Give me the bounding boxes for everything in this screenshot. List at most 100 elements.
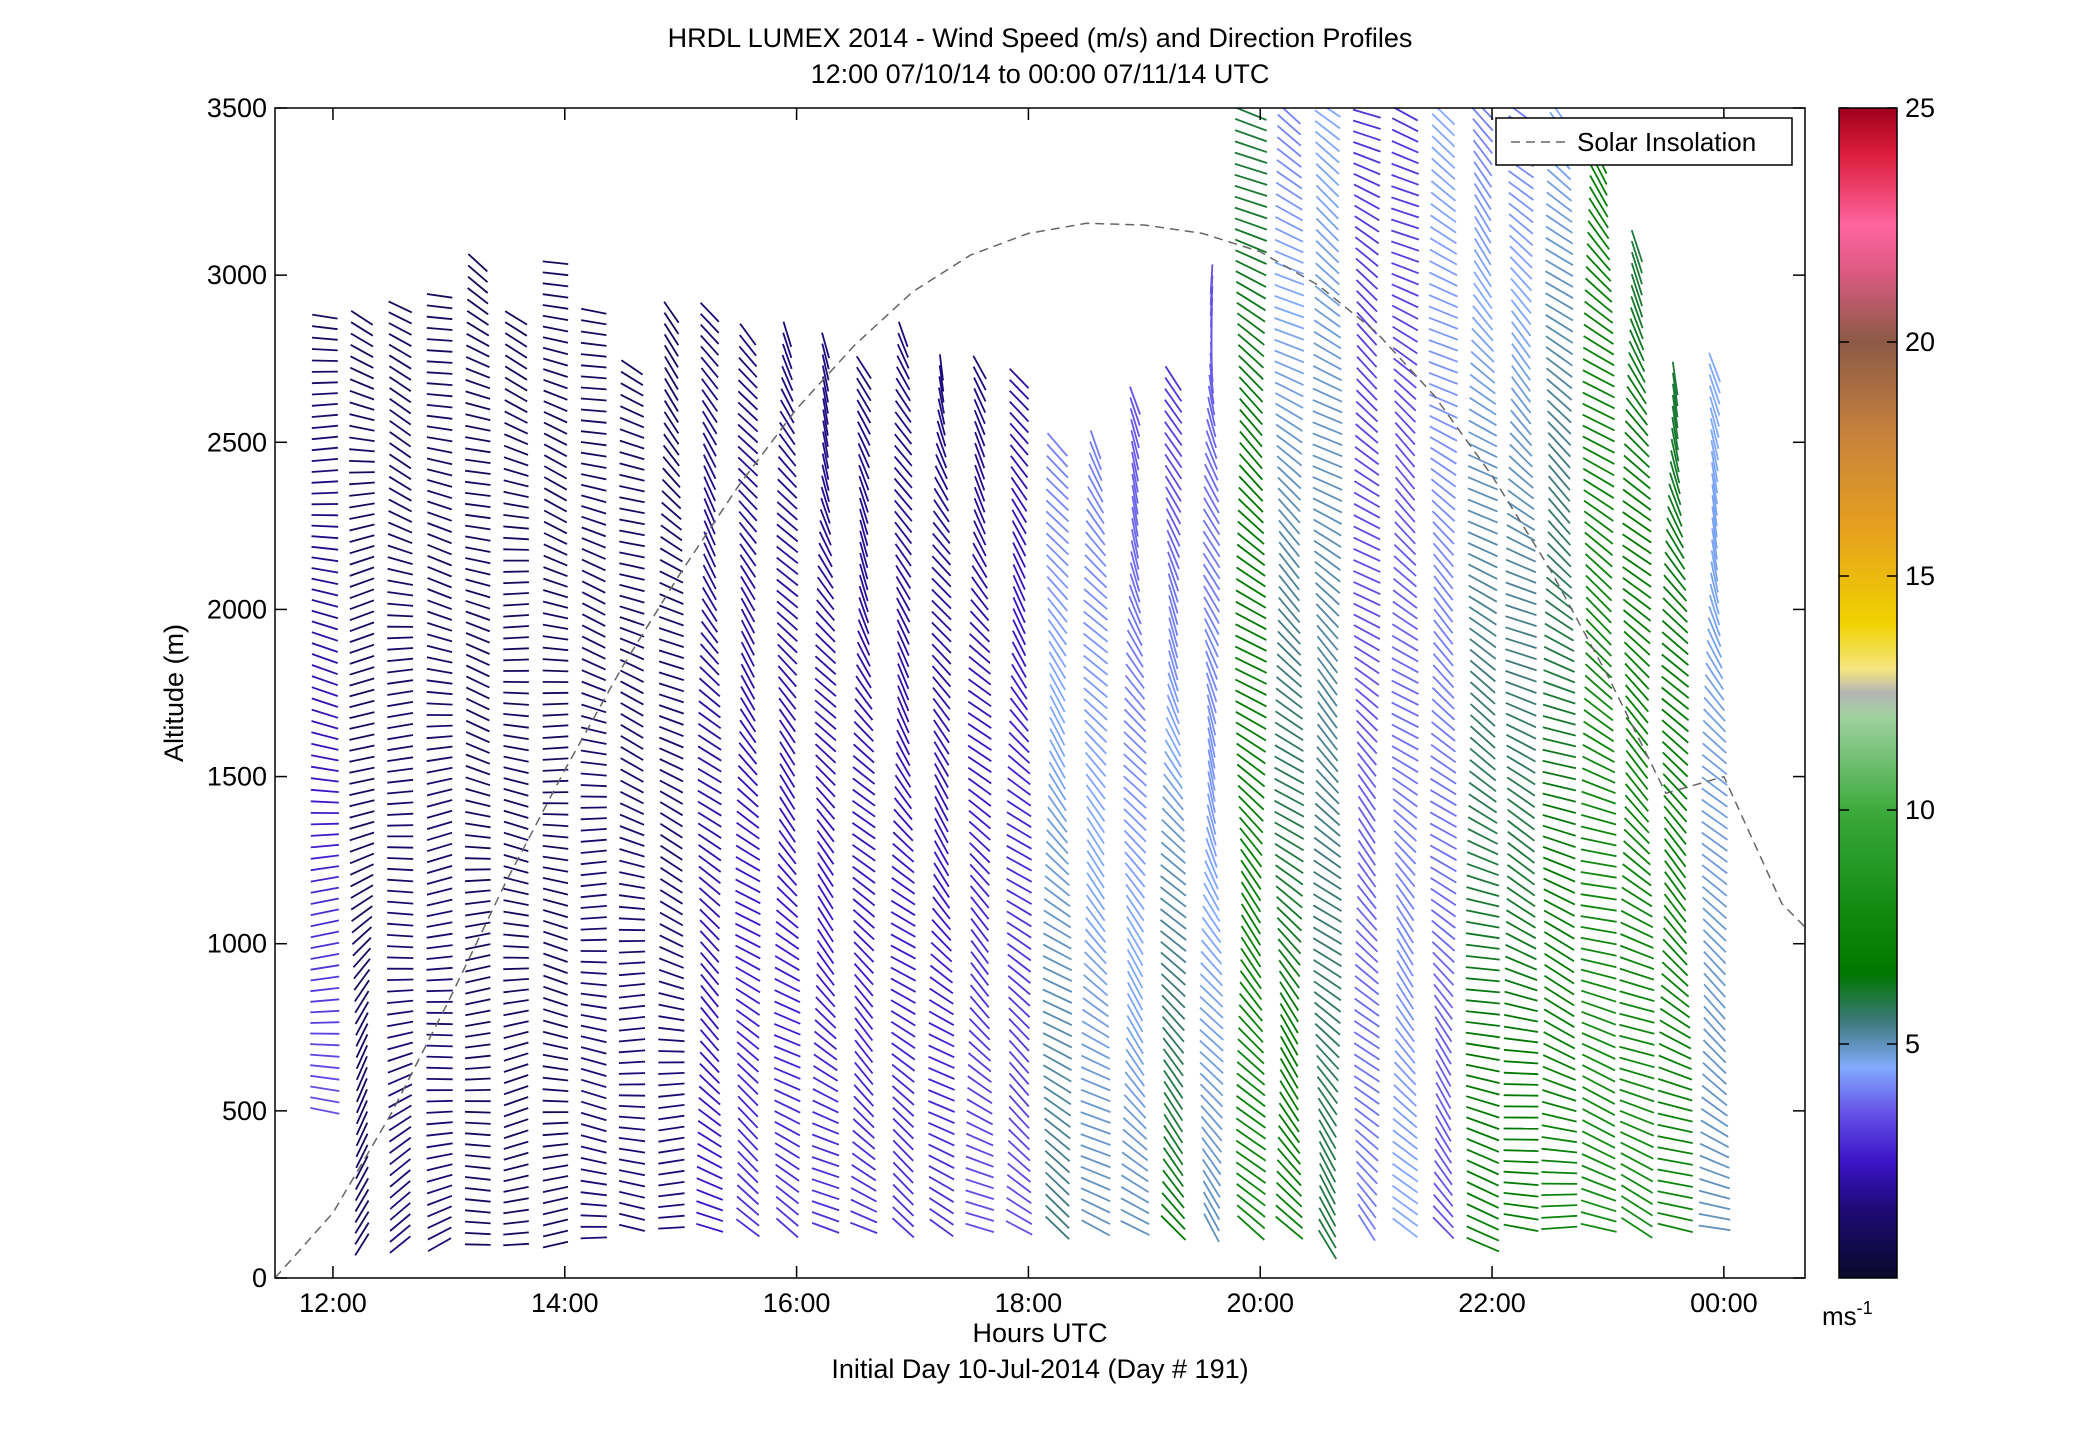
wind-arrow	[1392, 681, 1419, 695]
wind-arrow	[659, 639, 684, 647]
wind-arrow	[1623, 853, 1650, 876]
wind-arrow	[1086, 532, 1106, 556]
wind-arrow	[1161, 842, 1185, 863]
wind-arrow	[660, 879, 682, 893]
wind-arrow	[465, 1123, 491, 1124]
wind-arrow	[665, 390, 678, 412]
wind-arrow	[621, 395, 644, 407]
wind-arrow	[504, 1064, 528, 1072]
wind-arrow	[1275, 361, 1304, 374]
wind-arrow	[816, 777, 835, 797]
wind-arrow	[659, 958, 683, 968]
wind-arrow	[659, 617, 683, 626]
wind-arrow	[735, 935, 760, 948]
wind-arrow	[1504, 1084, 1539, 1085]
wind-arrow	[736, 868, 760, 881]
wind-arrow	[738, 788, 759, 806]
wind-arrow	[504, 866, 529, 873]
wind-arrow	[738, 1151, 758, 1172]
wind-arrow	[1586, 630, 1611, 656]
wind-arrow	[971, 974, 989, 997]
wind-arrow	[969, 811, 991, 829]
wind-arrow	[1474, 162, 1491, 187]
wind-arrow	[504, 492, 529, 497]
wind-arrow	[702, 621, 718, 643]
wind-arrow	[1165, 433, 1182, 457]
wind-arrow	[1203, 553, 1219, 579]
wind-arrow	[350, 667, 375, 675]
wind-arrow	[1124, 798, 1146, 819]
wind-arrow	[1276, 886, 1302, 908]
wind-arrow	[1359, 1215, 1375, 1241]
wind-arrow	[350, 414, 375, 420]
wind-arrow	[1471, 693, 1495, 715]
wind-arrow	[780, 742, 795, 765]
wind-arrow	[1275, 844, 1303, 862]
wind-arrow	[1470, 639, 1496, 659]
wind-arrow	[1432, 103, 1454, 125]
wind-arrow	[736, 879, 761, 892]
wind-arrow	[311, 899, 339, 905]
wind-arrow	[775, 990, 800, 1002]
wind-arrow	[1702, 843, 1728, 862]
wind-arrow	[581, 928, 607, 929]
wind-arrow	[893, 1218, 914, 1237]
wind-arrow	[581, 994, 607, 997]
wind-arrow	[1507, 788, 1534, 807]
wind-arrow	[1081, 1188, 1110, 1201]
wind-arrow	[1277, 654, 1301, 676]
wind-arrow	[665, 378, 678, 400]
wind-arrow	[543, 1133, 569, 1135]
wind-arrow	[1702, 766, 1727, 785]
wind-arrow	[1235, 186, 1267, 196]
wind-arrow	[465, 1011, 490, 1016]
wind-profile	[1658, 362, 1693, 1232]
wind-arrow	[1126, 874, 1145, 899]
wind-arrow	[619, 907, 645, 909]
wind-arrow	[703, 411, 717, 434]
wind-arrow	[619, 918, 645, 919]
wind-arrow	[972, 577, 988, 599]
wind-arrow	[543, 1101, 569, 1102]
wind-arrow	[1622, 1207, 1653, 1227]
wind-arrow	[1468, 543, 1497, 556]
wind-arrow	[1277, 446, 1302, 466]
wind-arrow	[851, 1200, 877, 1212]
wind-arrow	[1316, 185, 1338, 207]
wind-arrow	[312, 415, 338, 417]
wind-arrow	[312, 315, 337, 319]
wind-arrow	[897, 587, 910, 611]
wind-profile	[1391, 107, 1419, 1238]
wind-arrow	[1045, 887, 1071, 906]
wind-arrow	[543, 305, 568, 309]
wind-arrow	[1432, 136, 1455, 158]
wind-arrow	[312, 338, 338, 340]
wind-arrow	[1549, 509, 1571, 534]
wind-arrow	[736, 956, 761, 970]
wind-arrow	[1046, 853, 1069, 875]
wind-arrow	[311, 965, 340, 970]
wind-arrow	[1313, 477, 1342, 490]
wind-arrow	[1509, 456, 1532, 478]
wind-arrow	[350, 833, 374, 841]
wind-arrow	[1086, 774, 1105, 799]
wind-arrow	[780, 720, 795, 743]
wind-arrow	[349, 503, 374, 507]
wind-arrow	[1122, 1152, 1148, 1171]
wind-arrow	[1581, 861, 1617, 867]
wind-arrow	[1276, 688, 1302, 708]
wind-arrow	[857, 356, 871, 378]
wind-arrow	[1008, 755, 1030, 773]
wind-arrow	[735, 924, 760, 937]
wind-arrow	[855, 1051, 873, 1073]
wind-arrow	[389, 312, 412, 323]
wind-arrow	[660, 947, 684, 958]
wind-arrow	[581, 1124, 606, 1131]
wind-arrow	[387, 924, 413, 926]
wind-arrow	[1275, 723, 1303, 741]
wind-arrow	[813, 1112, 839, 1124]
wind-arrow	[857, 378, 871, 401]
wind-arrow	[504, 1176, 529, 1182]
wind-arrow	[619, 1159, 645, 1164]
wind-arrow	[310, 1087, 339, 1092]
